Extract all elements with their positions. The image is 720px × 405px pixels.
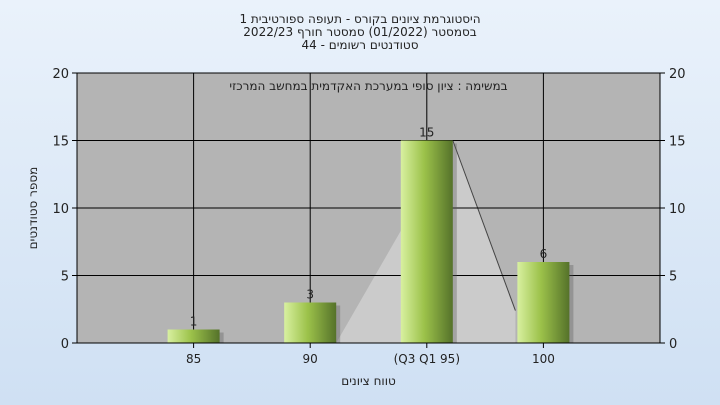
bar bbox=[517, 262, 570, 343]
y-tick-label-right: 10 bbox=[669, 202, 686, 217]
y-ticks-right: 0 5 10 15 20 bbox=[660, 67, 686, 352]
x-tick-label: 85 bbox=[186, 352, 201, 366]
y-tick-label-left: 20 bbox=[52, 67, 69, 82]
y-tick-label-right: 5 bbox=[669, 270, 677, 285]
x-tick-label: 90 bbox=[303, 352, 318, 366]
chart-title-line-2: בסמסטר (01/2022) סמסטר חורף 2022/23 bbox=[243, 25, 477, 39]
y-axis-label: מספר סטודנטים bbox=[26, 167, 40, 250]
bar bbox=[284, 302, 337, 343]
plot-frame bbox=[76, 72, 661, 344]
y-ticks-left: 0 5 10 15 20 bbox=[52, 67, 77, 352]
x-axis-label: טווח ציונים bbox=[341, 374, 396, 388]
x-ticks: 85 90 (Q3 Q1 95) 100 bbox=[186, 343, 555, 366]
chart-title-line-3: סטודנטים רשומים - 44 bbox=[301, 38, 419, 52]
chart-title-line-1: היסטוגרמת ציונים בקורס - תעופה ספורטיבית… bbox=[239, 12, 481, 26]
data-labels-group: 1 3 15 6 bbox=[190, 126, 547, 329]
y-tick-label-left: 5 bbox=[61, 270, 69, 285]
bars-group bbox=[167, 140, 574, 343]
data-label: 1 bbox=[190, 315, 198, 329]
y-tick-label-left: 15 bbox=[52, 135, 69, 150]
bar bbox=[400, 140, 453, 343]
y-tick-label-left: 0 bbox=[61, 337, 69, 352]
y-tick-label-right: 15 bbox=[669, 135, 686, 150]
distribution-line bbox=[452, 140, 516, 311]
data-label: 15 bbox=[419, 126, 434, 140]
data-label: 3 bbox=[306, 288, 314, 302]
data-label: 6 bbox=[540, 247, 548, 261]
x-tick-label: (Q3 Q1 95) bbox=[394, 352, 460, 366]
x-tick-label: 100 bbox=[532, 352, 555, 366]
chart-annotation: במשימה : ציון סופי במערכת האקדמית במחשב … bbox=[229, 79, 507, 93]
y-tick-label-right: 0 bbox=[669, 337, 677, 352]
y-tick-label-left: 10 bbox=[52, 202, 69, 217]
bar bbox=[167, 329, 220, 343]
y-tick-label-right: 20 bbox=[669, 67, 686, 82]
